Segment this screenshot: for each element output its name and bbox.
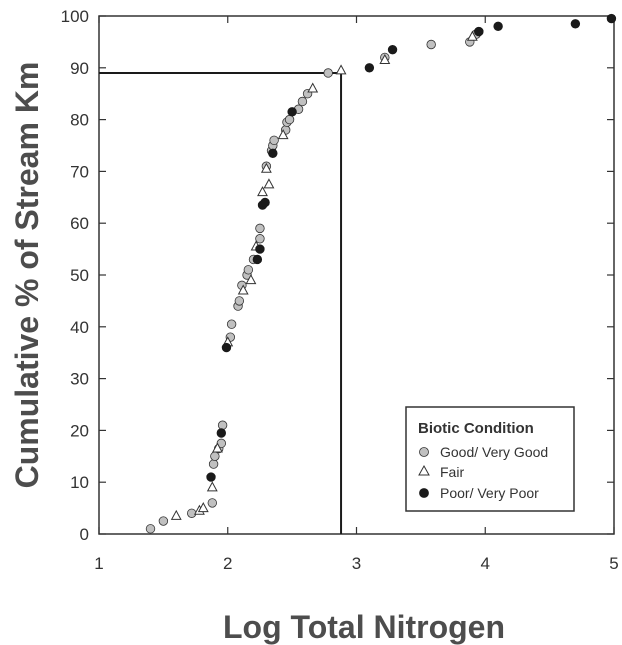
y-tick-label: 50 <box>70 266 89 285</box>
data-point-fair <box>263 178 275 189</box>
data-point-poor <box>570 19 581 29</box>
data-point-good <box>426 39 436 50</box>
x-tick-label: 2 <box>223 554 232 573</box>
data-point-fair <box>335 64 347 75</box>
data-point-good <box>269 135 279 146</box>
data-points <box>145 13 617 534</box>
y-tick-label: 70 <box>70 162 89 181</box>
data-point-good <box>145 524 156 534</box>
legend-label-good: Good/ Very Good <box>440 444 548 460</box>
data-point-good <box>297 96 308 107</box>
data-point-poor <box>221 342 232 353</box>
data-point-poor <box>606 13 617 24</box>
y-tick-label: 40 <box>70 318 89 337</box>
y-tick-label: 20 <box>70 421 89 440</box>
data-point-good <box>284 114 295 125</box>
data-point-poor <box>216 428 227 438</box>
data-point-fair <box>257 186 268 197</box>
data-point-good <box>243 265 254 275</box>
data-point-good <box>255 223 265 234</box>
data-point-good <box>210 451 220 462</box>
x-tick-label: 1 <box>94 554 103 573</box>
x-tick-label: 4 <box>481 554 490 573</box>
data-point-poor <box>474 26 484 37</box>
legend-marker-good <box>419 447 429 457</box>
x-tick-label: 3 <box>352 554 361 573</box>
data-point-poor <box>387 44 398 55</box>
data-point-good <box>323 68 333 78</box>
data-point-good <box>208 459 219 469</box>
legend-label-fair: Fair <box>440 464 464 480</box>
data-point-poor <box>364 63 375 73</box>
legend-marker-fair <box>418 464 430 476</box>
legend-title: Biotic Condition <box>418 420 534 437</box>
data-point-fair <box>206 481 218 492</box>
data-point-good <box>234 296 245 306</box>
data-point-good <box>186 508 197 518</box>
y-tick-label: 10 <box>70 473 89 492</box>
y-axis-label: Cumulative % of Stream Km <box>9 62 45 489</box>
data-point-fair <box>260 162 272 173</box>
data-point-fair <box>212 442 223 453</box>
data-point-good <box>226 319 237 329</box>
data-point-fair <box>170 509 182 520</box>
data-point-poor <box>255 244 265 254</box>
legend: Biotic Condition Good/ Very Good Fair Po… <box>405 406 575 512</box>
y-tick-label: 30 <box>70 370 89 389</box>
data-point-fair <box>466 30 478 41</box>
data-point-fair <box>237 284 249 295</box>
data-point-fair <box>307 82 319 93</box>
data-point-fair <box>379 53 391 65</box>
reference-lines <box>99 71 343 534</box>
y-tick-label: 100 <box>61 7 89 26</box>
data-point-poor <box>206 472 216 482</box>
x-tick-label: 5 <box>609 554 618 573</box>
legend-marker-poor <box>419 488 429 498</box>
y-tick-label: 60 <box>70 214 89 233</box>
data-point-poor <box>252 254 263 265</box>
y-tick-label: 80 <box>70 111 89 130</box>
data-point-poor <box>260 197 270 208</box>
data-point-fair <box>245 274 257 285</box>
legend-label-poor: Poor/ Very Poor <box>440 485 539 501</box>
data-point-good <box>255 234 265 244</box>
data-point-fair <box>197 502 209 513</box>
data-point-fair <box>277 129 289 140</box>
data-point-poor <box>287 107 297 117</box>
x-axis-label: Log Total Nitrogen <box>223 609 505 645</box>
data-point-good <box>217 420 228 430</box>
y-tick-label: 90 <box>70 59 89 78</box>
data-point-good <box>207 498 218 508</box>
y-tick-label: 0 <box>80 525 89 544</box>
legend-box <box>405 406 575 512</box>
data-point-good <box>158 516 169 526</box>
data-point-poor <box>268 148 278 158</box>
data-point-poor <box>493 21 503 32</box>
